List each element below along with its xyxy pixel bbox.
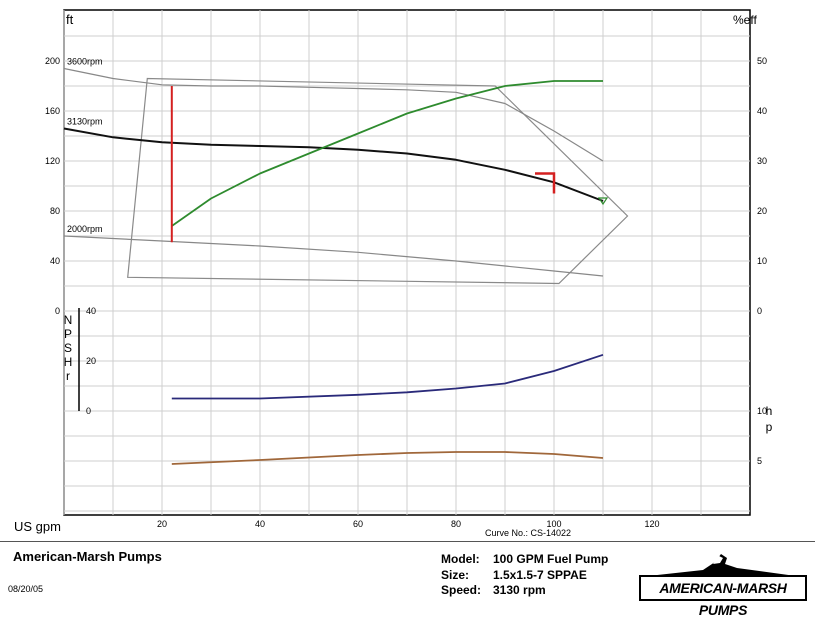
speed-value: 3130 rpm bbox=[493, 583, 546, 597]
npshr-label-letter: H bbox=[64, 355, 73, 369]
company-name: American-Marsh Pumps bbox=[13, 549, 162, 564]
eagle-icon bbox=[639, 554, 803, 577]
hp-label-letter: h bbox=[766, 404, 773, 418]
model-label: Model: bbox=[441, 552, 480, 566]
npshr-tick-label: 0 bbox=[86, 406, 91, 416]
npshr-label-letter: r bbox=[66, 369, 70, 383]
x-tick-label: 40 bbox=[255, 519, 265, 529]
head-curve-3130rpm bbox=[63, 127, 604, 202]
head-axis-label: ft bbox=[66, 12, 74, 27]
npshr-label-letter: P bbox=[64, 327, 72, 341]
hp-tick-label: 5 bbox=[757, 456, 762, 466]
bep-marker bbox=[535, 172, 556, 194]
hp-label-letter: p bbox=[766, 420, 773, 434]
npshr-label-letter: S bbox=[64, 341, 72, 355]
series-layer bbox=[63, 67, 629, 465]
size-label: Size: bbox=[441, 567, 470, 582]
x-axis-ticks: 20 40 60 80 100 120 bbox=[157, 519, 660, 529]
npshr-curve bbox=[171, 353, 604, 400]
x-tick-label: 60 bbox=[353, 519, 363, 529]
efficiency-axis-label: %eff bbox=[733, 13, 757, 27]
head-axis-ticks: 0 40 80 120 160 200 bbox=[45, 56, 60, 316]
pump-specs: Model: 100 GPM Fuel Pump Size: 1.5x1.5-7 S… bbox=[441, 552, 608, 599]
head-tick-label: 0 bbox=[55, 306, 60, 316]
head-tick-label: 80 bbox=[50, 206, 60, 216]
logo-wordmark: AMERICAN-MARSH PUMPS bbox=[659, 580, 787, 618]
head-curve-label: 2000rpm bbox=[67, 224, 103, 234]
efficiency-tick-label: 0 bbox=[757, 306, 762, 316]
head-curve-label: 3600rpm bbox=[67, 57, 103, 67]
x-axis-label: US gpm bbox=[14, 519, 61, 534]
logo-wordmark-box: AMERICAN-MARSH PUMPS bbox=[639, 575, 807, 618]
efficiency-end-marker bbox=[597, 197, 609, 206]
head-tick-label: 40 bbox=[50, 256, 60, 266]
size-value: 1.5x1.5-7 SPPAE bbox=[493, 567, 587, 582]
hp-axis-label: hp bbox=[766, 404, 773, 434]
efficiency-tick-label: 10 bbox=[757, 256, 767, 266]
speed-row: Speed: 3130 rpm bbox=[441, 583, 608, 599]
footer-divider bbox=[0, 541, 815, 542]
speed-label: Speed: bbox=[441, 583, 482, 597]
hp-axis-ticks: 5 10 bbox=[757, 406, 767, 466]
efficiency-tick-label: 20 bbox=[757, 206, 767, 216]
size-row: Size: 1.5x1.5-7 SPPAE bbox=[441, 568, 608, 584]
x-tick-label: 20 bbox=[157, 519, 167, 529]
curve-date: 08/20/05 bbox=[8, 584, 44, 594]
efficiency-tick-label: 40 bbox=[757, 106, 767, 116]
efficiency-axis-ticks: 0 10 20 30 40 50 bbox=[757, 56, 767, 316]
npshr-tick-label: 20 bbox=[86, 356, 96, 366]
grid bbox=[63, 10, 750, 515]
company-logo: AMERICAN-MARSH PUMPS bbox=[633, 552, 811, 618]
efficiency-curve bbox=[171, 80, 603, 227]
curve-number: Curve No.: CS-14022 bbox=[485, 528, 572, 538]
hp-curve bbox=[171, 451, 604, 465]
x-tick-label: 80 bbox=[451, 519, 461, 529]
head-tick-label: 120 bbox=[45, 156, 60, 166]
operating-region-outline bbox=[127, 77, 629, 285]
x-tick-label: 100 bbox=[546, 519, 561, 529]
head-tick-label: 160 bbox=[45, 106, 60, 116]
head-curve-2000rpm bbox=[63, 235, 604, 277]
head-curve-3600rpm bbox=[63, 67, 604, 162]
model-row: Model: 100 GPM Fuel Pump bbox=[441, 552, 608, 568]
head-tick-label: 200 bbox=[45, 56, 60, 66]
efficiency-tick-label: 50 bbox=[757, 56, 767, 66]
npshr-label-letter: N bbox=[64, 313, 73, 327]
efficiency-tick-label: 30 bbox=[757, 156, 767, 166]
npshr-tick-label: 40 bbox=[86, 306, 96, 316]
head-curve-label: 3130rpm bbox=[67, 117, 103, 127]
x-tick-label: 120 bbox=[644, 519, 659, 529]
hp-tick-label: 10 bbox=[757, 406, 767, 416]
model-value: 100 GPM Fuel Pump bbox=[493, 552, 609, 566]
npshr-axis-ticks: 0 20 40 bbox=[86, 306, 96, 416]
series-labels: 3600rpm 3130rpm 2000rpm bbox=[67, 57, 103, 235]
